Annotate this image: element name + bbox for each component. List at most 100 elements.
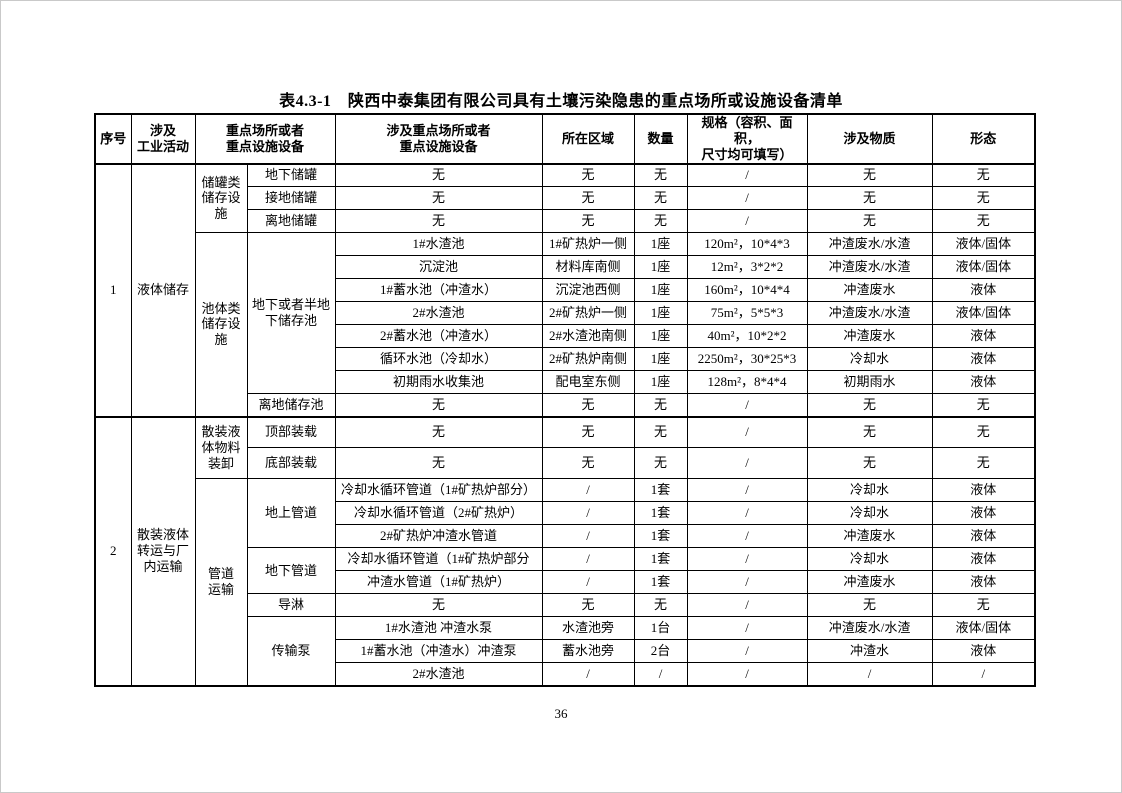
table-cell: 1套 xyxy=(633,524,688,549)
subcategory: 导淋 xyxy=(246,593,336,618)
table-cell: / xyxy=(633,662,688,687)
table-cell: 液体/固体 xyxy=(931,232,1036,257)
category: 管道 运输 xyxy=(194,478,248,687)
table-cell: 液体/固体 xyxy=(931,255,1036,280)
table-cell: 液体 xyxy=(931,639,1036,664)
table-body: 1 液体储存 储罐类 储存设 施地下储罐无无无 / 无无接地储罐无无无 / 无无离地储罐无无… xyxy=(94,163,1036,687)
table-cell: 无 xyxy=(541,393,635,418)
table-cell: / xyxy=(686,501,808,526)
table-cell: 1#蓄水池（冲渣水）冲渣泵 xyxy=(334,639,543,664)
activity: 散装液体 转运与厂 内运输 xyxy=(130,415,196,687)
table-cell: 128m²，8*4*4 xyxy=(686,370,808,395)
header-cell: 所在区域 xyxy=(541,113,635,165)
subcategory: 顶部装载 xyxy=(246,415,336,449)
table-cell: 1#水渣池 冲渣水泵 xyxy=(334,616,543,641)
subcategory: 地下管道 xyxy=(246,547,336,595)
table-cell: 40m²，10*2*2 xyxy=(686,324,808,349)
table-cell: 2250m²，30*25*3 xyxy=(686,347,808,372)
table-row: 2#水渣池 / / / / / xyxy=(95,662,1036,687)
serial-number: 2 xyxy=(94,415,132,687)
table-cell: 冷却水 xyxy=(806,347,933,372)
table-cell: 无 xyxy=(334,593,543,618)
table-cell: 1座 xyxy=(633,255,688,280)
table-row: 接地储罐无无无 / 无无 xyxy=(95,186,1036,211)
table-cell: 水渣池旁 xyxy=(541,616,635,641)
table-cell: 冲渣水管道（1#矿热炉） xyxy=(334,570,543,595)
facilities-table: 序号 涉及 工业活动 重点场所或者 重点设施设备 涉及重点场所或者 重点设施设备 所在区… xyxy=(94,113,1037,687)
table-cell: 2#蓄水池（冲渣水） xyxy=(334,324,543,349)
table-cell: 冷却水循环管道（2#矿热炉） xyxy=(334,501,543,526)
table-cell: 无 xyxy=(334,186,543,211)
table-row: 初期雨水收集池 配电室东侧 1座 128m²，8*4*4 初期雨水 液体 xyxy=(95,370,1036,395)
table-cell: 无 xyxy=(334,393,543,418)
subcategory: 地上管道 xyxy=(246,478,336,549)
table-cell: / xyxy=(541,570,635,595)
table-row: 池体类 储存设 施地下或者半地 下储存池 1#水渣池 1#矿热炉一侧 1座 120m²，… xyxy=(95,232,1036,418)
header-cell: 涉及 工业活动 xyxy=(130,113,196,165)
table-cell: 1套 xyxy=(633,501,688,526)
table-cell: 无 xyxy=(334,209,543,234)
table-cell: 无 xyxy=(806,593,933,618)
subcategory: 地下储罐 xyxy=(246,163,336,188)
category: 储罐类 储存设 施 xyxy=(194,163,248,234)
table-cell: 无 xyxy=(541,593,635,618)
table-cell: 冷却水 xyxy=(806,478,933,503)
header-cell: 重点场所或者 重点设施设备 xyxy=(194,113,336,165)
table-cell: 无 xyxy=(633,163,688,188)
table-cell: 无 xyxy=(806,186,933,211)
page-number: 36 xyxy=(554,706,568,721)
table-cell: / xyxy=(686,447,808,480)
table-cell: 沉淀池西侧 xyxy=(541,278,635,303)
subcategory: 底部装载 xyxy=(246,447,336,480)
table-cell: 无 xyxy=(541,415,635,449)
table-cell: / xyxy=(931,662,1036,687)
table-cell: 2#矿热炉南侧 xyxy=(541,347,635,372)
table-cell: 1座 xyxy=(633,347,688,372)
table-cell: 1#蓄水池（冲渣水） xyxy=(334,278,543,303)
table-cell: / xyxy=(686,524,808,549)
table-cell: 120m²，10*4*3 xyxy=(686,232,808,257)
table-cell: 冲渣水 xyxy=(806,639,933,664)
table-cell: 无 xyxy=(633,593,688,618)
table-cell: 无 xyxy=(541,163,635,188)
serial-number: 1 xyxy=(94,163,132,418)
table-cell: 无 xyxy=(541,186,635,211)
table-cell: / xyxy=(686,393,808,418)
table-cell: 75m²，5*5*3 xyxy=(686,301,808,326)
table-cell: 无 xyxy=(806,393,933,418)
table-cell: 冲渣废水 xyxy=(806,324,933,349)
table-cell: 160m²，10*4*4 xyxy=(686,278,808,303)
header-cell: 序号 xyxy=(94,113,132,165)
table-cell: / xyxy=(686,570,808,595)
table-cell: 2#水渣池 xyxy=(334,662,543,687)
activity: 液体储存 xyxy=(130,163,196,418)
table-cell: / xyxy=(686,415,808,449)
table-cell: 液体/固体 xyxy=(931,301,1036,326)
table-cell: / xyxy=(686,163,808,188)
table-cell: 1套 xyxy=(633,478,688,503)
header-cell: 形态 xyxy=(931,113,1036,165)
table-cell: 蓄水池旁 xyxy=(541,639,635,664)
table-cell: 1台 xyxy=(633,616,688,641)
table-cell: 2#矿热炉一侧 xyxy=(541,301,635,326)
table-cell: / xyxy=(686,662,808,687)
table-cell: / xyxy=(541,547,635,572)
category: 散装液 体物料 装卸 xyxy=(194,415,248,480)
table-cell: 沉淀池 xyxy=(334,255,543,280)
table-cell: 液体 xyxy=(931,324,1036,349)
table-cell: / xyxy=(686,547,808,572)
subcategory: 离地储存池 xyxy=(246,393,336,418)
table-cell: 液体/固体 xyxy=(931,616,1036,641)
table-cell: 无 xyxy=(541,209,635,234)
table-cell: 液体 xyxy=(931,570,1036,595)
table-row: 循环水池（冷却水） 2#矿热炉南侧 1座 2250m²，30*25*3 冷却水 液体 xyxy=(95,347,1036,372)
table-row: 沉淀池 材料库南侧 1座 12m²，3*2*2 冲渣废水/水渣 液体/固体 xyxy=(95,255,1036,280)
table-cell: 无 xyxy=(931,393,1036,418)
table-cell: 无 xyxy=(931,186,1036,211)
subcategory: 地下或者半地 下储存池 xyxy=(246,232,336,395)
table-row: 2#矿热炉冲渣水管道/1套 / 冲渣废水 液体 xyxy=(95,524,1036,549)
table-cell: / xyxy=(686,639,808,664)
table-cell: 液体 xyxy=(931,370,1036,395)
table-cell: 冷却水循环管道（1#矿热炉部分 xyxy=(334,547,543,572)
